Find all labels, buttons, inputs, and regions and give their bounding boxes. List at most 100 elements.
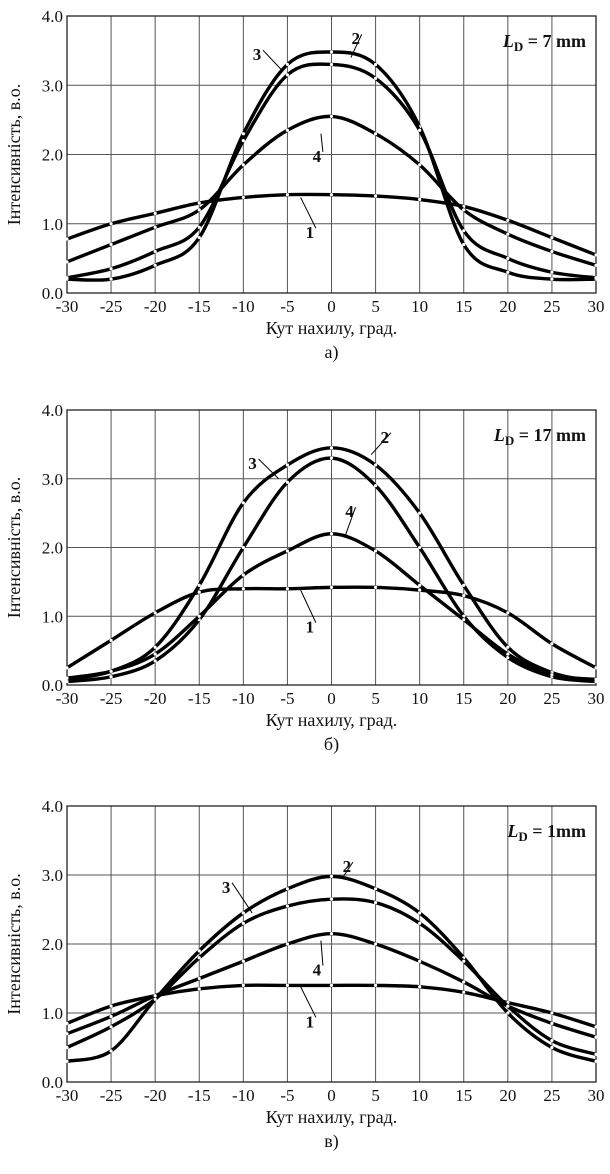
ld-annotation-subscript: D (518, 829, 527, 844)
y-tick-label: 2.0 (42, 935, 63, 954)
data-point-2 (550, 277, 554, 281)
data-point-2 (462, 242, 466, 247)
y-tick-label: 3.0 (42, 76, 63, 95)
series-leader-3 (231, 882, 253, 914)
y-tick-label: 2.0 (42, 146, 63, 165)
ld-annotation-value: = 17 mm (514, 425, 586, 445)
data-point-3 (109, 675, 113, 679)
data-point-1 (418, 588, 422, 592)
data-point-2 (329, 874, 334, 878)
data-point-4 (109, 1014, 113, 1019)
chart-panel-2: -30 -25 -20 -15 -10 -5 0 5 10 15 20 25 30 0.0 1.0 2.0 3.… (4, 401, 605, 755)
data-point-1 (241, 195, 245, 200)
y-tick-label: 4.0 (42, 797, 63, 816)
data-point-4 (153, 652, 157, 656)
data-point-4 (241, 163, 245, 167)
data-point-2 (109, 277, 113, 281)
data-point-1 (197, 201, 201, 205)
series-label-2: 2 (381, 428, 390, 447)
data-point-1 (109, 222, 113, 226)
data-point-3 (329, 62, 334, 67)
data-point-1 (550, 1011, 554, 1015)
ld-annotation-value: = 7 mm (523, 31, 586, 51)
data-point-4 (550, 673, 554, 677)
series-label-4: 4 (345, 502, 354, 521)
data-point-3 (373, 901, 378, 905)
data-point-4 (462, 618, 466, 622)
data-point-4 (197, 208, 201, 212)
data-point-2 (506, 270, 510, 274)
data-point-1 (285, 587, 290, 591)
series-leader-2 (350, 34, 363, 58)
x-tick-label: -20 (144, 689, 167, 708)
data-point-1 (373, 585, 378, 589)
data-point-3 (285, 73, 290, 77)
plot-frame (66, 15, 597, 294)
data-point-2 (285, 62, 290, 67)
data-point-1 (418, 197, 422, 202)
data-point-1 (241, 983, 245, 988)
x-tick-label: -10 (232, 689, 255, 708)
data-point-4 (109, 669, 113, 673)
data-point-1 (373, 194, 378, 198)
x-tick-label: -10 (232, 297, 255, 316)
data-point-1 (153, 611, 157, 615)
data-point-4 (329, 932, 334, 936)
data-point-1 (373, 983, 378, 988)
y-tick-label: 1.0 (42, 1004, 63, 1023)
series-label-3: 3 (253, 45, 262, 64)
x-tick-label: 20 (499, 297, 516, 316)
y-tick-label: 1.0 (42, 607, 63, 626)
data-point-3 (329, 897, 334, 901)
series-leader-4 (344, 506, 357, 538)
data-point-4 (241, 959, 245, 963)
data-point-2 (506, 645, 510, 649)
data-point-4 (462, 208, 466, 212)
y-tick-label: 4.0 (42, 401, 63, 420)
series-label-3: 3 (248, 454, 257, 473)
data-point-3 (153, 249, 157, 254)
x-axis-label: Кут нахилу, град. (266, 710, 397, 730)
x-tick-label: 0 (327, 1086, 336, 1105)
ld-annotation-symbol: L (493, 425, 505, 445)
x-tick-label: 5 (371, 297, 380, 316)
data-point-4 (285, 942, 290, 946)
x-tick-label: 25 (543, 297, 560, 316)
series-leader-4 (320, 133, 324, 153)
data-point-4 (65, 676, 69, 680)
x-tick-label: 20 (499, 1086, 516, 1105)
ld-annotation: LD = 7 mm (502, 31, 586, 54)
y-tick-label: 3.0 (42, 470, 63, 489)
data-point-3 (462, 959, 466, 963)
data-point-3 (418, 545, 422, 550)
data-point-1 (153, 211, 157, 215)
y-tick-label: 1.0 (42, 215, 63, 234)
data-point-1 (65, 237, 69, 241)
data-point-4 (550, 1021, 554, 1025)
data-point-2 (241, 132, 245, 136)
data-point-2 (418, 511, 422, 515)
data-point-3 (109, 267, 113, 271)
data-point-4 (329, 114, 334, 119)
data-point-4 (506, 1004, 510, 1008)
series-leader-4 (320, 940, 324, 966)
data-point-1 (329, 983, 334, 988)
y-tick-label: 0.0 (42, 1073, 63, 1092)
y-tick-label: 2.0 (42, 539, 63, 558)
x-tick-label: -25 (100, 297, 123, 316)
data-point-1 (65, 666, 69, 670)
data-point-1 (109, 638, 113, 642)
x-tick-label: -20 (144, 1086, 167, 1105)
data-point-4 (153, 225, 157, 229)
x-tick-label: -20 (144, 297, 167, 316)
data-point-4 (285, 128, 290, 132)
data-point-4 (329, 532, 334, 536)
data-point-3 (285, 480, 290, 484)
x-tick-label: 10 (411, 297, 428, 316)
data-point-1 (329, 193, 334, 197)
data-point-3 (373, 76, 378, 80)
data-point-2 (153, 645, 157, 649)
data-point-1 (285, 983, 290, 988)
data-point-3 (153, 997, 157, 1001)
x-tick-label: 25 (543, 689, 560, 708)
